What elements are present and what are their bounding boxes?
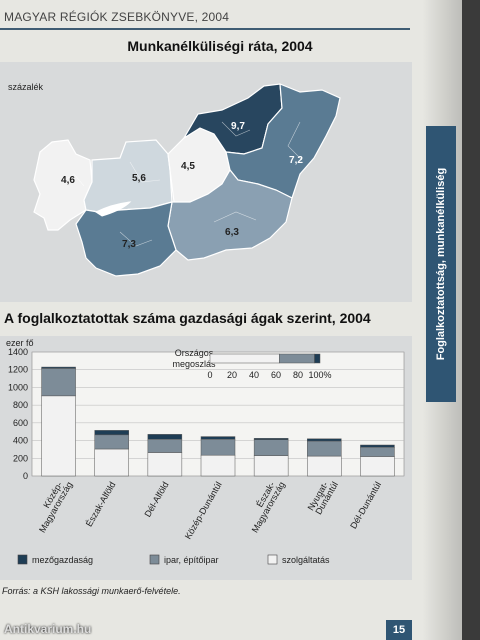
x-tick-label: Dél-Alföld — [142, 480, 170, 519]
inset-segment-mezőgazdaság — [314, 353, 321, 364]
y-tick-label: 1000 — [8, 382, 28, 392]
legend-label-mezőgazdaság: mezőgazdaság — [32, 555, 93, 565]
bar-mezőgazdaság — [360, 444, 395, 448]
inset-share-bar — [209, 353, 321, 364]
book-page: MAGYAR RÉGIÓK ZSEBKÖNYVE, 2004 Munkanélk… — [0, 0, 462, 640]
running-header: MAGYAR RÉGIÓK ZSEBKÖNYVE, 2004 — [0, 4, 410, 30]
bar-ipar, építőipar — [253, 439, 289, 456]
lake-balaton — [95, 201, 132, 217]
map-unit-label: százalék — [8, 82, 44, 92]
bar-ipar, építőipar — [360, 446, 395, 457]
bar-ipar, építőipar — [307, 440, 342, 457]
bar-mezőgazdaság — [147, 434, 183, 440]
region-value-del-dunantul: 7,3 — [122, 239, 136, 250]
x-tick-label: Közép-Dunántúl — [183, 480, 224, 541]
x-tick-label: Dél-Dunántúl — [348, 480, 383, 530]
region-del-dunantul — [75, 201, 177, 277]
bar-szolgáltatás — [147, 452, 183, 477]
bar-mezőgazdaság — [94, 430, 129, 436]
bar-mezőgazdaság — [307, 438, 342, 442]
x-tick-labels: Közép-Magyarország Észak-Alföld Dél-Alföld… — [37, 480, 383, 541]
side-tab-label: Foglalkoztatottság, munkanélküliség — [435, 167, 447, 361]
legend-swatch-ipar, építőipar — [149, 554, 160, 565]
watermark-text: Antikvarium.hu — [4, 622, 92, 636]
y-axis-label: ezer fő — [6, 338, 34, 348]
bar-ipar, építőipar — [200, 438, 236, 456]
hungary-map: százalék 4,6 5,6 4,5 9,7 — [8, 82, 341, 277]
legend-label-ipar, építőipar: ipar, építőipar — [164, 555, 219, 565]
map-panel: százalék 4,6 5,6 4,5 9,7 — [0, 62, 412, 302]
region-value-eszak-magyarorszag: 9,7 — [231, 121, 245, 132]
bar-szolgáltatás — [307, 455, 342, 477]
bar-mezőgazdaság — [253, 438, 289, 440]
inset-label-line2: megoszlás — [172, 359, 216, 369]
inset-tick-label: 0 — [207, 370, 212, 380]
y-tick-label: 200 — [13, 453, 28, 463]
legend-label-szolgáltatás: szolgáltatás — [282, 555, 330, 565]
map-title: Munkanélküliségi ráta, 2004 — [127, 38, 313, 54]
x-tick-label: Észak-Alföld — [84, 480, 118, 528]
region-kozep-dunantul — [83, 139, 173, 213]
inset-national-share: Országos megoszlás 0 20 40 60 80 100% — [172, 348, 331, 380]
bar-szolgáltatás — [253, 455, 289, 477]
source-note: Forrás: a KSH lakossági munkaerő-felvéte… — [2, 586, 181, 596]
side-tab: Foglalkoztatottság, munkanélküliség — [426, 126, 456, 402]
region-value-nyugat-dunantul: 4,6 — [61, 175, 75, 186]
chart-legend: mezőgazdaság ipar, építőipar szolgáltatás — [17, 554, 330, 565]
header-title: MAGYAR RÉGIÓK ZSEBKÖNYVE, 2004 — [4, 10, 230, 24]
page-number: 15 — [386, 620, 412, 640]
bar-szolgáltatás — [94, 448, 129, 477]
y-tick-label: 1400 — [8, 347, 28, 357]
inset-tick-labels: 0 20 40 60 80 100% — [207, 370, 331, 380]
county-borders — [61, 121, 303, 247]
region-value-del-alfold: 6,3 — [225, 227, 239, 238]
bar-ipar, építőipar — [41, 368, 76, 397]
region-value-eszak-alfold: 7,2 — [289, 155, 303, 166]
bar-szolgáltatás — [41, 395, 76, 477]
chart-title: A foglalkoztatottak száma gazdasági ágak… — [4, 310, 371, 326]
legend-swatch-szolgáltatás — [267, 554, 278, 565]
inset-label-line1: Országos — [175, 348, 214, 358]
inset-tick-label: 80 — [293, 370, 303, 380]
inset-tick-label: 40 — [249, 370, 259, 380]
chart-panel: ezer fő 0 200 400 600 800 1000 1200 1400 Közép-… — [0, 336, 412, 580]
bar-mezőgazdaság — [41, 366, 76, 369]
region-nyugat-dunantul — [33, 139, 93, 231]
y-tick-label: 1200 — [8, 365, 28, 375]
y-tick-label: 400 — [13, 436, 28, 446]
y-tick-label: 0 — [23, 471, 28, 481]
bar-szolgáltatás — [200, 454, 236, 477]
y-tick-label: 600 — [13, 418, 28, 428]
bar-ipar, építőipar — [147, 438, 183, 453]
bar-ipar, építőipar — [94, 434, 129, 450]
header-rule — [0, 28, 410, 30]
chart-bars — [41, 366, 395, 477]
inset-tick-label: 100% — [308, 370, 331, 380]
inset-tick-label: 20 — [227, 370, 237, 380]
bar-szolgáltatás — [360, 456, 395, 477]
inset-tick-label: 60 — [271, 370, 281, 380]
region-value-kozep-dunantul: 5,6 — [132, 173, 146, 184]
inset-segment-ipar, építőipar — [279, 353, 315, 364]
bar-mezőgazdaság — [200, 436, 236, 440]
inset-segment-szolgáltatás — [209, 353, 280, 364]
region-value-kozep-magyarorszag: 4,5 — [181, 161, 195, 172]
y-tick-label: 800 — [13, 400, 28, 410]
legend-swatch-mezőgazdaság — [17, 554, 28, 565]
